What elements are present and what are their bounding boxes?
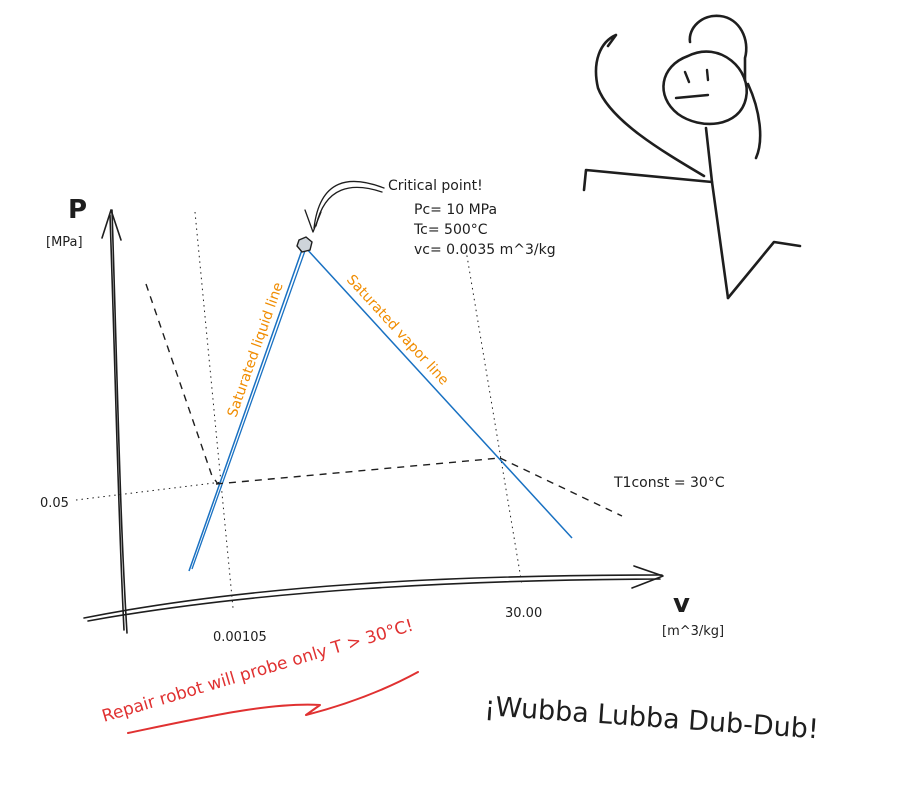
y-axis-symbol: P (68, 195, 87, 225)
critical-point-arrow (304, 180, 385, 233)
catchphrase-text: ¡Wubba Lubba Dub-Dub! (484, 691, 820, 745)
saturated-vapor-label: Saturated vapor line (343, 272, 452, 389)
isotherm-dashed-line (145, 283, 623, 517)
saturated-liquid-label: Saturated liquid line (225, 280, 287, 419)
critical-point-title: Critical point! (388, 178, 483, 194)
critical-point-pressure: Pc= 10 MPa (414, 202, 497, 218)
x-axis-unit: [m^3/kg] (662, 624, 724, 639)
y-tick-label: 0.05 (40, 496, 69, 511)
stick-figure-icon (582, 14, 802, 300)
y-axis-unit: [MPa] (46, 235, 83, 250)
x-axis-symbol: v (673, 589, 690, 619)
dotted-guides (75, 211, 523, 609)
x-tick-label-left: 0.00105 (213, 630, 267, 645)
critical-point-marker (296, 236, 313, 253)
isotherm-label: T1const = 30°C (613, 475, 725, 491)
critical-point-temperature: Tc= 500°C (413, 222, 488, 238)
saturated-vapor-line (304, 246, 573, 539)
y-axis (101, 209, 128, 634)
x-axis (83, 565, 664, 622)
x-tick-label-right: 30.00 (505, 606, 542, 621)
saturated-liquid-line (188, 246, 307, 572)
critical-point-volume: vc= 0.0035 m^3/kg (414, 242, 556, 258)
robot-note-arrow (127, 671, 419, 734)
